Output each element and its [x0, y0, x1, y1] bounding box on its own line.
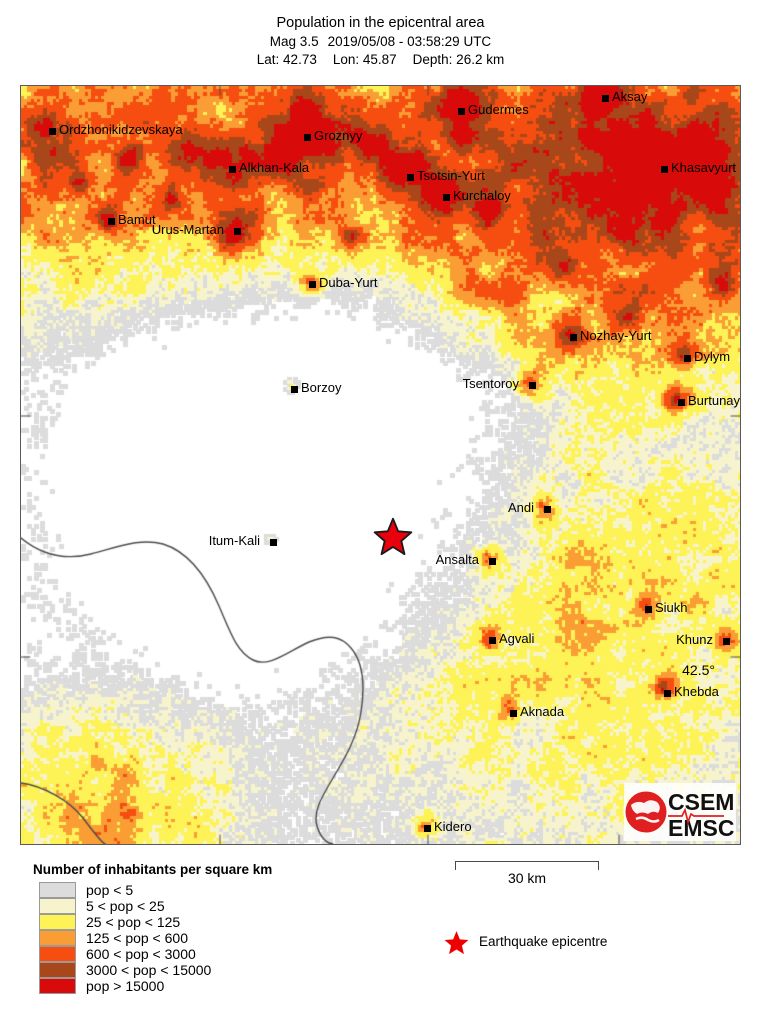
city-dot-icon	[49, 128, 56, 135]
city-label: Aknada	[520, 704, 565, 719]
city-label: Khebda	[674, 684, 719, 699]
city-dot-icon	[664, 690, 671, 697]
legend-label: 125 < pop < 600	[86, 930, 188, 946]
scale-bar-line	[455, 861, 599, 870]
legend-swatch	[39, 962, 76, 978]
city-label: Burtunay	[688, 393, 741, 408]
legend-label: 600 < pop < 3000	[86, 946, 196, 962]
city-dot-icon	[489, 637, 496, 644]
city-label: Kidero	[434, 819, 472, 834]
legend-swatch	[39, 898, 76, 914]
population-map[interactable]: Ordzhonikidzevskaya Groznyy Gudermes Aksay A…	[20, 85, 741, 845]
legend-title: Number of inhabitants per square km	[33, 862, 273, 877]
legend-label: 5 < pop < 25	[86, 898, 165, 914]
legend-label: pop < 5	[86, 882, 134, 898]
city-label: Nozhay-Yurt	[580, 328, 652, 343]
city-dot-icon	[234, 228, 241, 235]
city-dot-icon	[304, 134, 311, 141]
svg-text:CSEM: CSEM	[668, 789, 734, 815]
city-label: Tsentoroy	[462, 376, 519, 391]
city-dot-icon	[489, 558, 496, 565]
city-label: Andi	[507, 500, 534, 515]
city-dot-icon	[108, 218, 115, 225]
city-dot-icon	[291, 386, 298, 393]
city-dot-icon	[723, 638, 730, 645]
city-dot-icon	[529, 382, 536, 389]
city-dot-icon	[458, 108, 465, 115]
legend-swatch	[39, 930, 76, 946]
city-label: Ansalta	[435, 552, 479, 567]
city-label: Alkhan-Kala	[239, 160, 310, 175]
city-label: Siukh	[655, 600, 688, 615]
legend-swatch	[39, 978, 76, 994]
city-label: Urus-Martan	[151, 222, 224, 237]
city-dot-icon	[544, 506, 551, 513]
scale-bar: 30 km	[455, 861, 599, 891]
city-label: Dylym	[694, 349, 731, 364]
city-dot-icon	[602, 95, 609, 102]
city-dot-icon	[645, 606, 652, 613]
latitude-label: Lat: 42.73	[256, 52, 317, 67]
scale-bar-label: 30 km	[507, 870, 547, 886]
city-dot-icon	[678, 399, 685, 406]
population-raster	[21, 86, 740, 844]
city-label: Duba-Yurt	[319, 275, 378, 290]
city-label: Aksay	[612, 89, 648, 104]
legend-label: 25 < pop < 125	[86, 914, 181, 930]
city-dot-icon	[570, 334, 577, 341]
datetime-label: 2019/05/08 - 03:58:29 UTC	[327, 34, 492, 49]
city-dot-icon	[407, 174, 414, 181]
city-label: Khasavyurt	[671, 160, 737, 175]
title-line-main: Population in the epicentral area	[276, 15, 485, 31]
city-dot-icon	[229, 166, 236, 173]
legend-swatch	[39, 914, 76, 930]
title-line-magnitude: Mag 3.5 2019/05/08 - 03:58:29 UTC	[0, 33, 761, 51]
legend-label: 3000 < pop < 15000	[86, 962, 212, 978]
city-dot-icon	[309, 281, 316, 288]
city-dot-icon	[684, 355, 691, 362]
city-dot-icon	[443, 194, 450, 201]
magnitude-label: Mag 3.5	[269, 34, 319, 49]
city-label: Kurchaloy	[453, 188, 511, 203]
city-label: Ordzhonikidzevskaya	[59, 122, 183, 137]
map-overlay-layer: Ordzhonikidzevskaya Groznyy Gudermes Aksay A…	[21, 86, 740, 844]
city-label: Agvali	[499, 631, 535, 646]
city-label: Khunz	[676, 632, 713, 647]
title-line-location: Lat: 42.73 Lon: 45.87 Depth: 26.2 km	[0, 51, 761, 69]
svg-text:EMSC: EMSC	[668, 815, 734, 841]
city-dot-icon	[270, 539, 277, 546]
legend-label: pop > 15000	[86, 978, 165, 994]
longitude-label: Lon: 45.87	[332, 52, 397, 67]
legend-swatch	[39, 946, 76, 962]
city-dot-icon	[661, 166, 668, 173]
city-label: Gudermes	[468, 102, 529, 117]
csem-emsc-logo: CSEM EMSC	[624, 783, 736, 841]
coordinate-label: 42.5°	[682, 662, 715, 678]
epicentre-star-icon[interactable]	[373, 517, 413, 557]
city-dot-icon	[424, 825, 431, 832]
star-icon	[444, 931, 469, 955]
page-title: Population in the epicentral area Mag 3.…	[0, 14, 761, 69]
epicentre-legend-label: Earthquake epicentre	[479, 934, 608, 949]
city-label: Borzoy	[301, 380, 342, 395]
city-label: Groznyy	[314, 128, 363, 143]
city-label: Itum-Kali	[208, 533, 260, 548]
city-dot-icon	[510, 710, 517, 717]
depth-label: Depth: 26.2 km	[412, 52, 505, 67]
city-label: Tsotsin-Yurt	[417, 168, 485, 183]
city-label: Bamut	[118, 212, 156, 227]
legend-swatch	[39, 882, 76, 898]
